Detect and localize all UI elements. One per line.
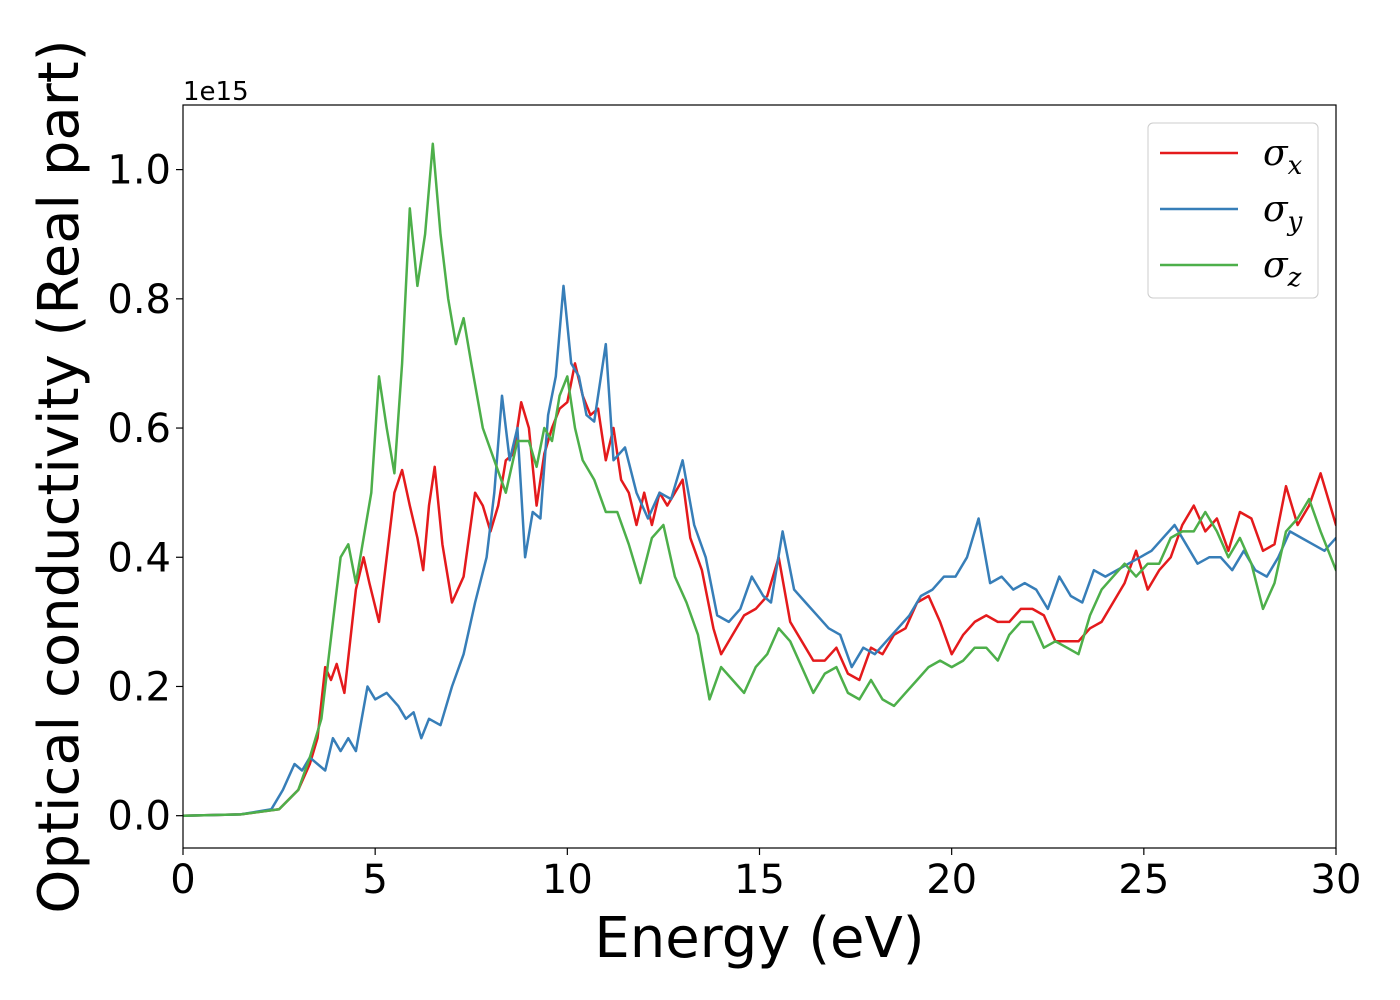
legend: σx σy σz — [1147, 122, 1319, 299]
x-tick-label: 25 — [1118, 857, 1169, 903]
y-tick-label: 0.8 — [107, 277, 171, 323]
x-tick-label: 15 — [734, 857, 785, 903]
series-line-sigma-z — [183, 142, 1336, 817]
legend-label-sigma-x: σx — [1263, 133, 1303, 181]
legend-frame — [1147, 122, 1319, 299]
y-axis-label: Optical conductivity (Real part) — [27, 39, 92, 913]
y-tick-label: 0.2 — [107, 664, 171, 710]
y-tick-label: 0.6 — [107, 406, 171, 452]
series-layer — [183, 142, 1336, 817]
y-tick-label: 1.0 — [107, 148, 171, 194]
x-tick-label: 20 — [926, 857, 977, 903]
y-axis-ticks: 0.0 0.2 0.4 0.6 0.8 1.0 — [107, 148, 183, 840]
x-axis-label: Energy (eV) — [594, 906, 924, 971]
series-line-sigma-x — [183, 362, 1336, 817]
legend-label-sigma-z: σz — [1263, 245, 1302, 293]
x-axis-ticks: 0 5 10 15 20 25 30 — [170, 848, 1361, 903]
series-line-sigma-y — [183, 284, 1336, 817]
x-tick-label: 10 — [542, 857, 593, 903]
x-tick-label: 5 — [362, 857, 387, 903]
x-tick-label: 30 — [1311, 857, 1362, 903]
y-offset-text: 1e15 — [183, 77, 249, 107]
legend-label-sigma-y: σy — [1263, 189, 1303, 237]
x-tick-label: 0 — [170, 857, 195, 903]
y-tick-label: 0.0 — [107, 794, 171, 840]
y-tick-label: 0.4 — [107, 535, 171, 581]
